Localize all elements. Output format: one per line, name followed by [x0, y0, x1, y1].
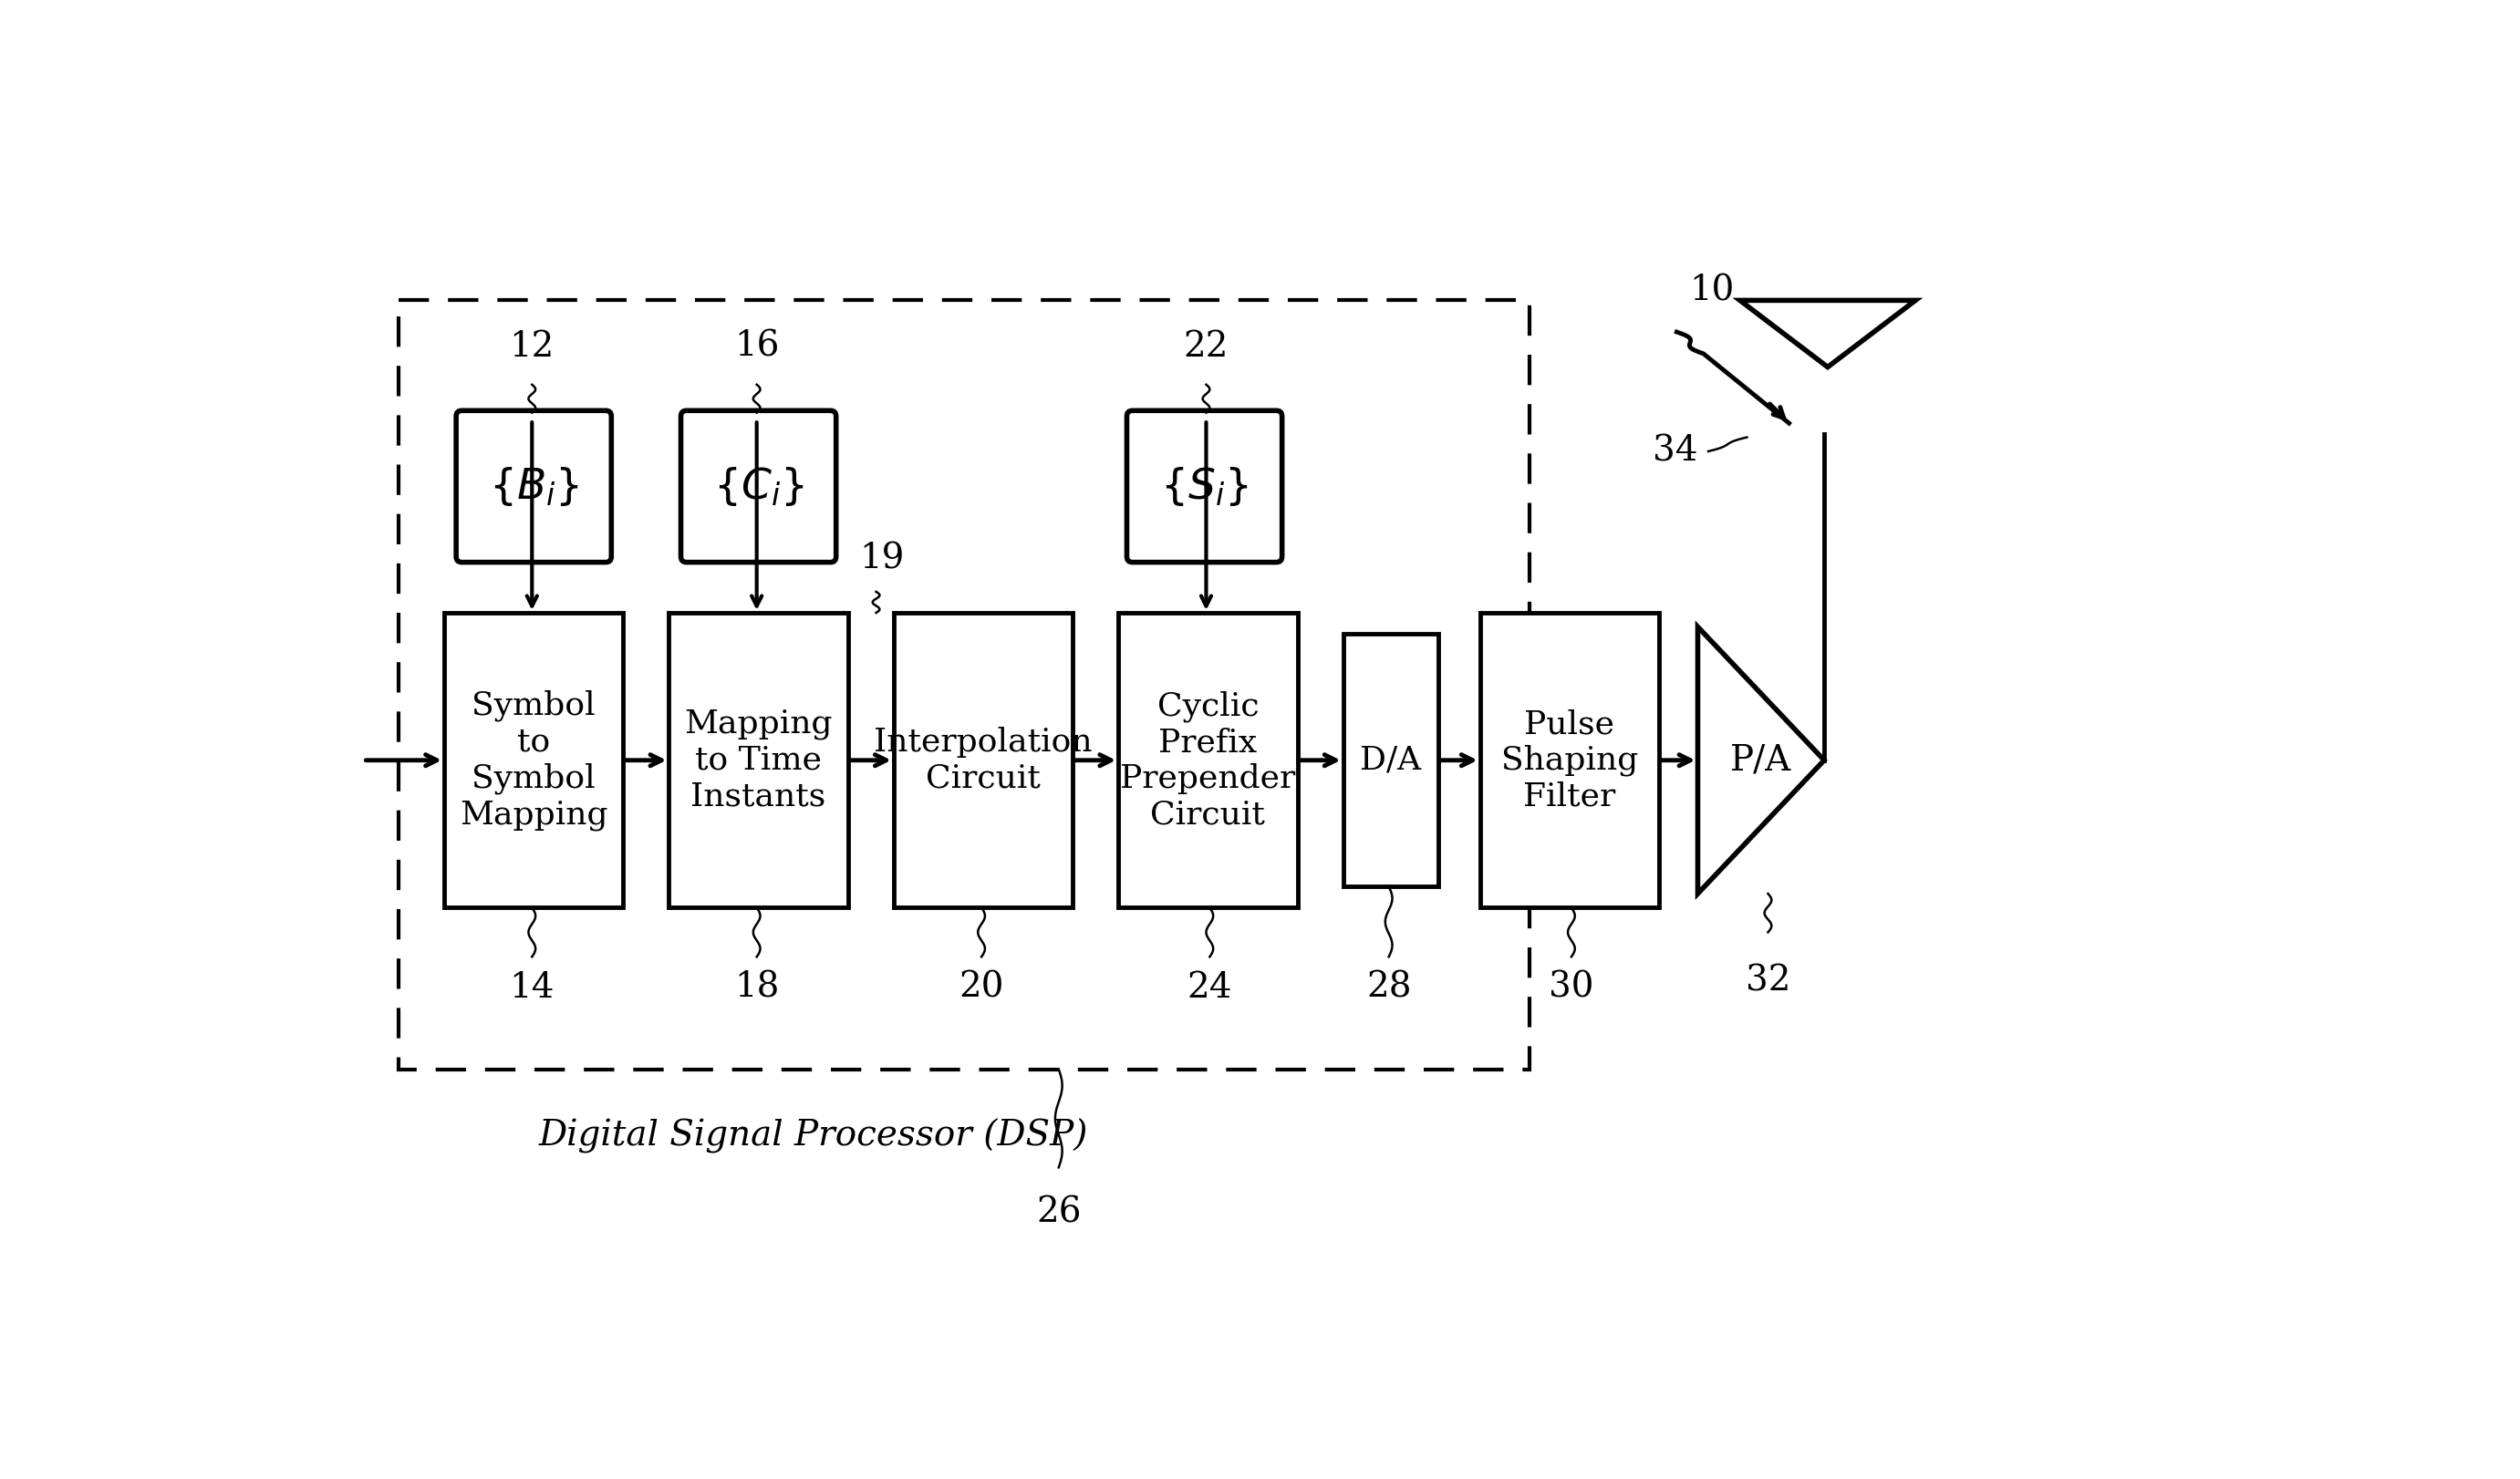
- Text: 24: 24: [1187, 970, 1232, 1004]
- Text: P/A: P/A: [1731, 744, 1792, 776]
- Text: $\{C_i\}$: $\{C_i\}$: [713, 464, 804, 507]
- Text: 14: 14: [509, 970, 554, 1004]
- Text: 34: 34: [1653, 435, 1698, 469]
- Bar: [444, 612, 622, 908]
- FancyBboxPatch shape: [1126, 411, 1283, 562]
- Polygon shape: [1739, 300, 1915, 367]
- FancyBboxPatch shape: [680, 411, 837, 562]
- Text: 32: 32: [1746, 964, 1792, 998]
- Text: Cyclic
Prefix
Prepender
Circuit: Cyclic Prefix Prepender Circuit: [1121, 691, 1295, 830]
- Text: 19: 19: [859, 543, 905, 577]
- Text: 16: 16: [733, 330, 779, 364]
- Text: 22: 22: [1184, 330, 1230, 364]
- Text: 18: 18: [733, 970, 779, 1004]
- Text: 12: 12: [509, 330, 554, 364]
- Bar: [398, 300, 1530, 1069]
- Text: 30: 30: [1550, 970, 1595, 1004]
- Bar: [1343, 634, 1439, 886]
- Text: Mapping
to Time
Instants: Mapping to Time Instants: [685, 708, 832, 812]
- Bar: [1119, 612, 1298, 908]
- Bar: [668, 612, 849, 908]
- Text: $\{B_i\}$: $\{B_i\}$: [489, 464, 580, 507]
- Bar: [1479, 612, 1658, 908]
- Text: Pulse
Shaping
Filter: Pulse Shaping Filter: [1502, 708, 1638, 812]
- Text: Symbol
to
Symbol
Mapping: Symbol to Symbol Mapping: [459, 691, 607, 830]
- Text: Digital Signal Processor (DSP): Digital Signal Processor (DSP): [539, 1118, 1089, 1154]
- Text: 28: 28: [1366, 970, 1411, 1004]
- Text: 20: 20: [960, 970, 1003, 1004]
- FancyBboxPatch shape: [456, 411, 612, 562]
- Text: 26: 26: [1036, 1195, 1081, 1229]
- Text: $\{S_i\}$: $\{S_i\}$: [1159, 464, 1247, 507]
- Text: 10: 10: [1688, 274, 1734, 308]
- Text: D/A: D/A: [1361, 745, 1421, 776]
- Text: Interpolation
Circuit: Interpolation Circuit: [874, 726, 1094, 794]
- Bar: [895, 612, 1074, 908]
- Polygon shape: [1698, 627, 1824, 893]
